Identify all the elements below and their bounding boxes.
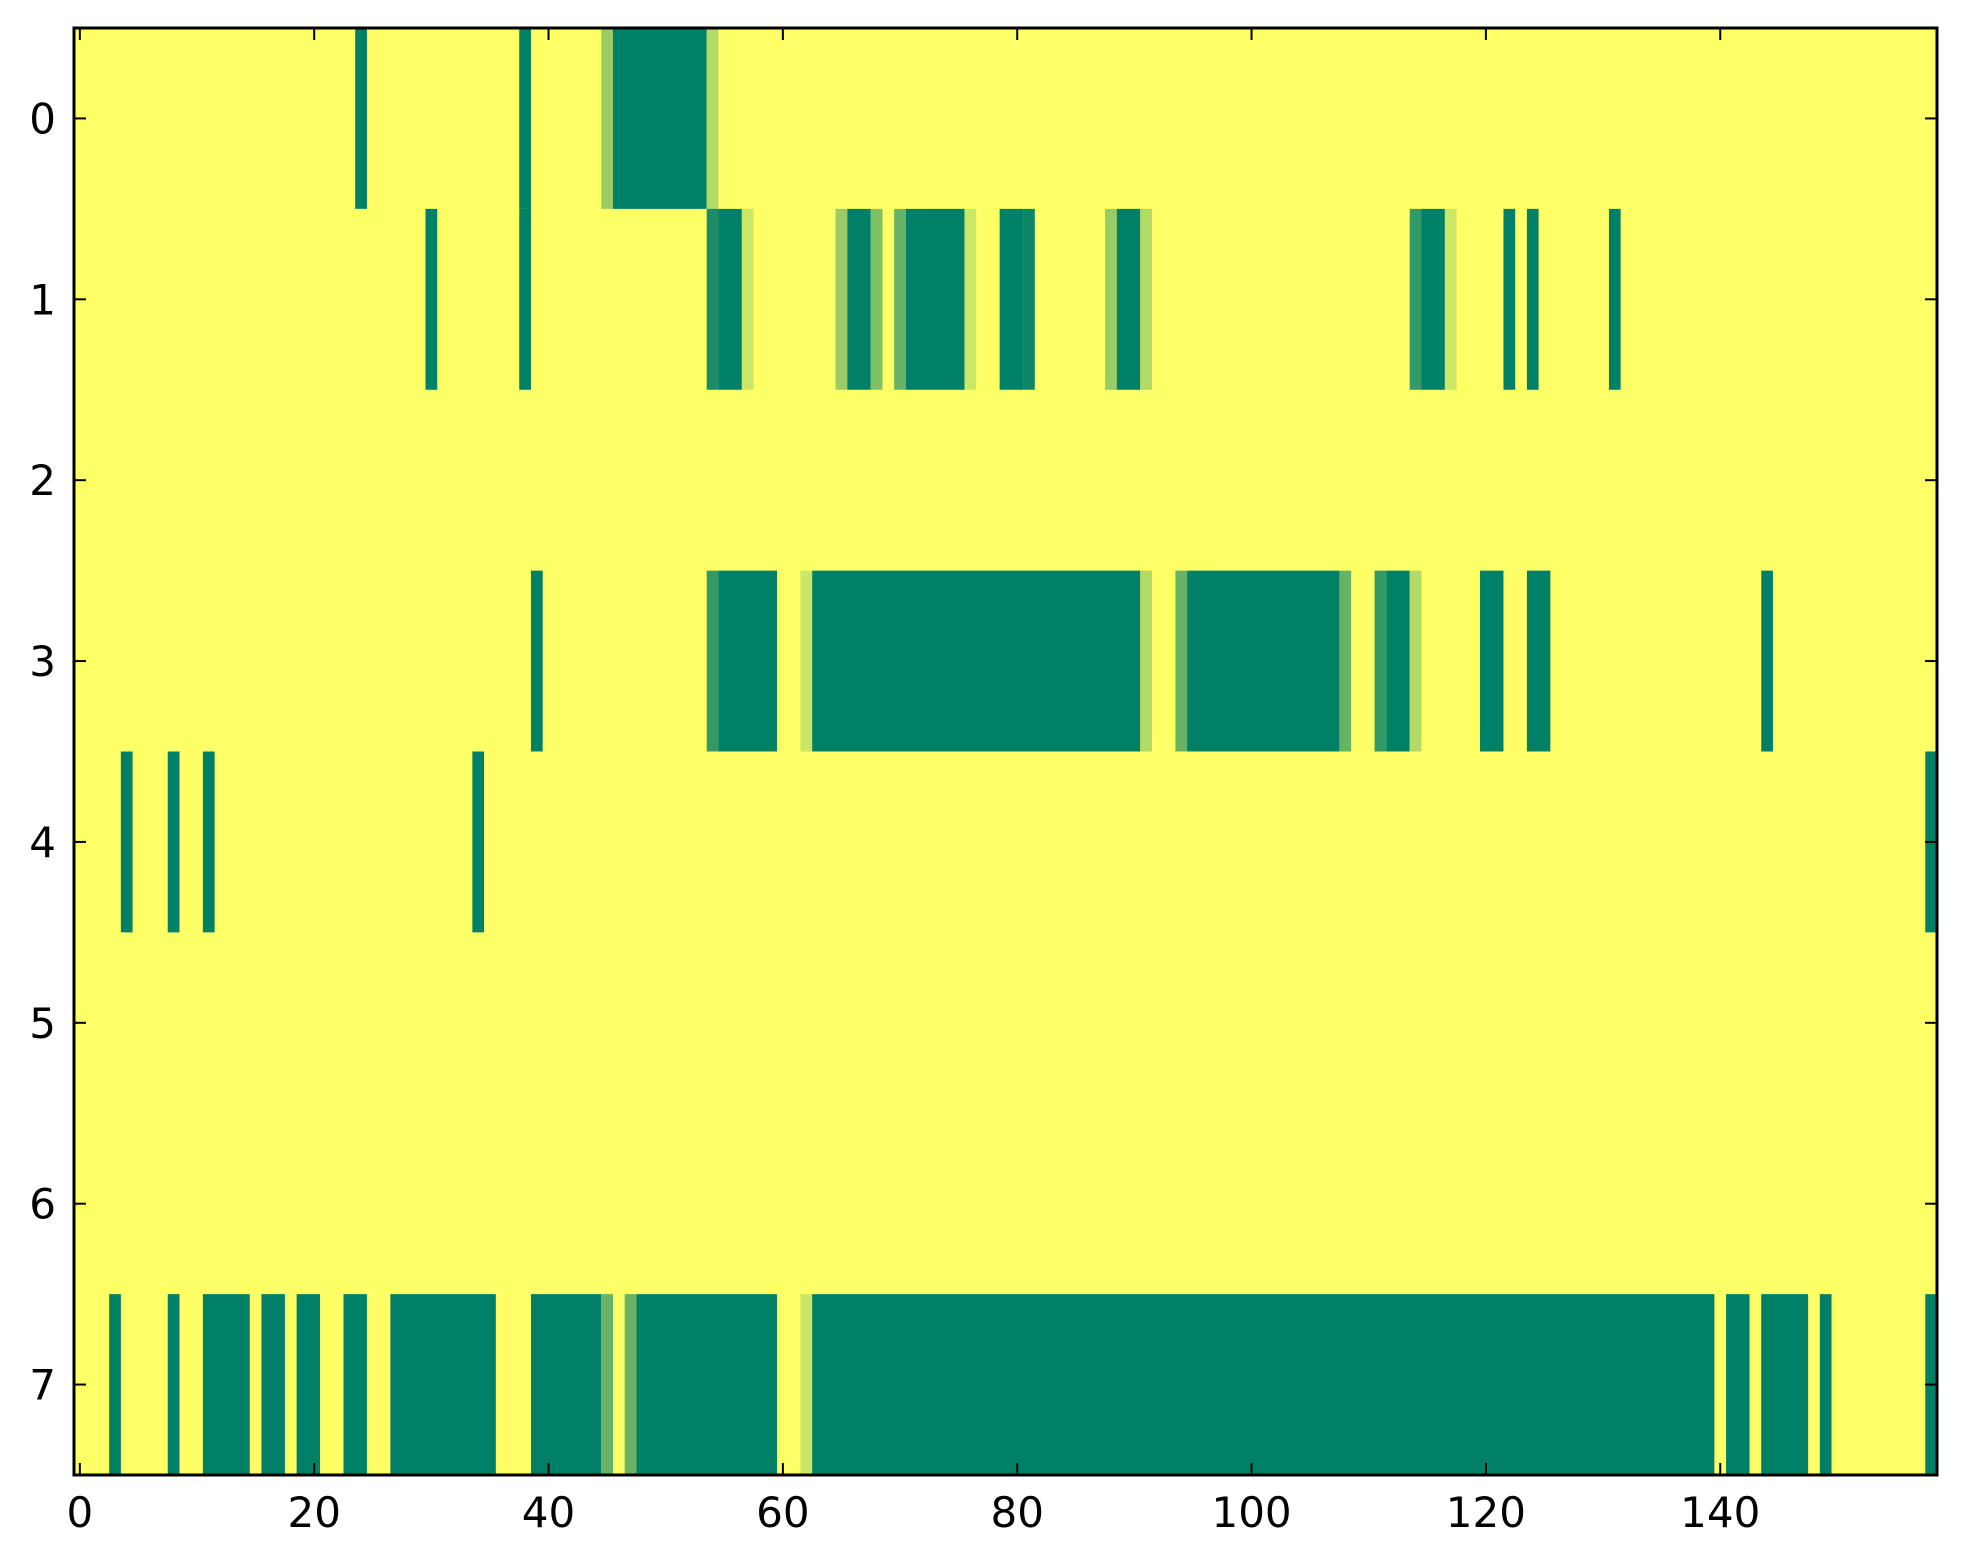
heatmap-cell [1374, 570, 1387, 752]
heatmap-cell [1140, 208, 1152, 390]
heatmap-cell [870, 208, 883, 390]
heatmap-cell [812, 1294, 1715, 1475]
heatmap-cell [1480, 570, 1504, 752]
heatmap-cell [519, 208, 531, 390]
y-tick-label: 3 [29, 637, 56, 686]
heatmap-cell [120, 751, 133, 933]
y-tick-label: 2 [29, 456, 56, 505]
heatmap-cell [343, 1294, 367, 1475]
x-tick-label: 0 [66, 1488, 93, 1537]
heatmap-cell [1187, 570, 1340, 752]
heatmap-cell [1140, 570, 1152, 752]
heatmap-cell [519, 28, 531, 209]
heatmap-cell [800, 1294, 813, 1475]
heatmap-cell [1726, 1294, 1750, 1475]
heatmap-cell [1421, 208, 1445, 390]
y-tick-label: 5 [29, 999, 56, 1048]
heatmap-cell [167, 1294, 180, 1475]
heatmap-cell [1526, 570, 1551, 752]
heatmap-cell [905, 208, 965, 390]
heatmap-cell [1761, 570, 1773, 752]
x-tick-label: 40 [522, 1488, 575, 1537]
heatmap-cell [472, 751, 485, 933]
heatmap-cell [812, 570, 1141, 752]
heatmap-cell [202, 1294, 250, 1475]
heatmap-cell [1503, 208, 1516, 390]
heatmap-cell [718, 208, 742, 390]
heatmap-cell [706, 570, 719, 752]
heatmap-cell [800, 570, 813, 752]
heatmap-cell [1444, 208, 1457, 390]
heatmap-cell [261, 1294, 285, 1475]
heatmap-cell [167, 751, 180, 933]
heatmap-cell [636, 1294, 778, 1475]
heatmap-cell [1608, 208, 1621, 390]
heatmap-cell [999, 208, 1024, 390]
y-tick-label: 4 [29, 818, 56, 867]
heatmap-cell [1819, 1294, 1832, 1475]
heatmap-cell [706, 28, 719, 209]
heatmap-cell [1386, 570, 1410, 752]
heatmap-cell [718, 570, 778, 752]
heatmap-cell [706, 208, 719, 390]
heatmap-cell [1116, 208, 1141, 390]
y-tick-label: 7 [29, 1361, 56, 1410]
heatmap-cells [109, 28, 1937, 1475]
x-tick-label: 100 [1211, 1488, 1291, 1537]
heatmap-cell [1761, 1294, 1809, 1475]
y-tick-label: 1 [29, 275, 56, 324]
heatmap-cell [624, 1294, 637, 1475]
heatmap-cell [355, 28, 367, 209]
heatmap-cell [530, 570, 543, 752]
heatmap-cell [109, 1294, 121, 1475]
heatmap-cell [601, 28, 613, 209]
y-tick-label: 0 [29, 94, 56, 143]
heatmap-cell [964, 208, 977, 390]
heatmap-cell [296, 1294, 321, 1475]
heatmap-cell [1105, 208, 1117, 390]
heatmap-cell [202, 751, 215, 933]
x-tick-label: 20 [287, 1488, 340, 1537]
x-tick-label: 60 [756, 1488, 809, 1537]
heatmap-cell [1409, 208, 1422, 390]
heatmap-cell [835, 208, 848, 390]
x-tick-label: 120 [1446, 1488, 1526, 1537]
heatmap-cell [741, 208, 754, 390]
heatmap-cell [1526, 208, 1539, 390]
heatmap-cell [601, 1294, 613, 1475]
heatmap-cell [425, 208, 438, 390]
heatmap-cell [1175, 570, 1188, 752]
heatmap-cell [1023, 208, 1035, 390]
axis-ticks: 0 20 40 60 80 100 120 140 0 1 2 3 4 5 6 7 [29, 28, 1937, 1537]
axes-frame [72, 26, 1939, 1477]
x-tick-label: 140 [1680, 1488, 1760, 1537]
heatmap-cell [530, 1294, 602, 1475]
heatmap-cell [390, 1294, 496, 1475]
x-tick-label: 80 [990, 1488, 1043, 1537]
y-tick-label: 6 [29, 1180, 56, 1229]
heatmap-cell [894, 208, 906, 390]
heatmap-cell [1339, 570, 1352, 752]
heatmap-cell [847, 208, 871, 390]
heatmap-cell [612, 28, 707, 209]
heatmap-cell [1409, 570, 1422, 752]
